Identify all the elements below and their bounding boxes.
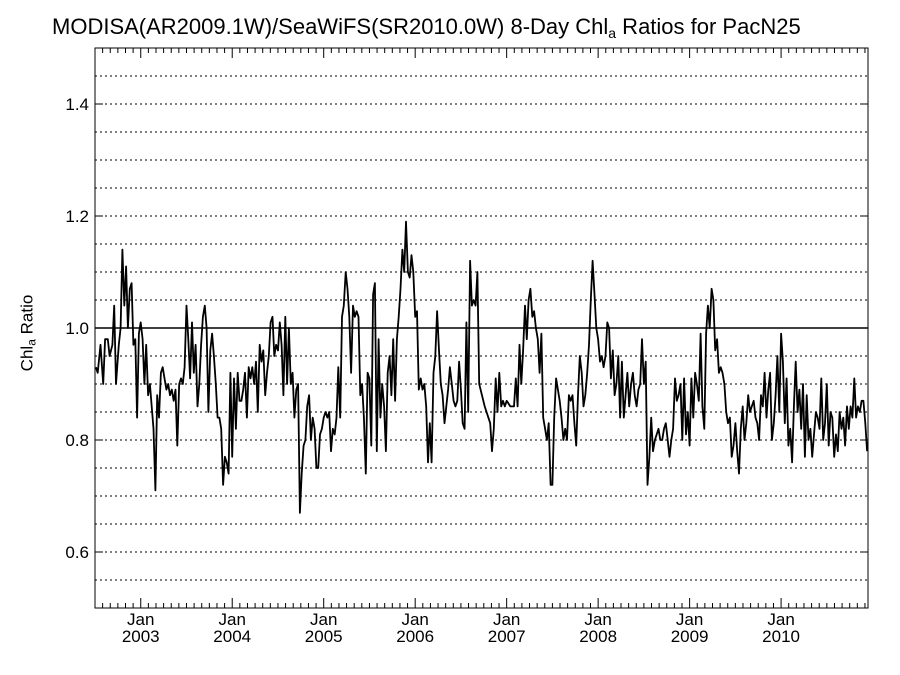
x-tick-label-month: Jan xyxy=(584,610,611,629)
x-tick-label-year: 2010 xyxy=(762,627,800,646)
x-tick-label-year: 2006 xyxy=(396,627,434,646)
x-tick-label-month: Jan xyxy=(767,610,794,629)
x-tick-label-month: Jan xyxy=(310,610,337,629)
y-tick-label: 1.2 xyxy=(65,207,89,226)
gridlines xyxy=(95,75,868,581)
y-tick-label: 0.8 xyxy=(65,431,89,450)
y-axis: 0.6 0.8 1.0 1.2 1.4 xyxy=(65,95,868,562)
x-axis: Jan2003Jan2004Jan2005Jan2006Jan2007Jan20… xyxy=(94,48,866,646)
y-tick-label: 1.4 xyxy=(65,95,89,114)
y-tick-label: 1.0 xyxy=(65,319,89,338)
x-tick-label-year: 2004 xyxy=(213,627,251,646)
series-line xyxy=(95,220,868,514)
y-tick-label: 0.6 xyxy=(65,543,89,562)
x-tick-label-month: Jan xyxy=(401,610,428,629)
x-tick-label-year: 2005 xyxy=(305,627,343,646)
x-tick-label-year: 2003 xyxy=(122,627,160,646)
x-tick-label-year: 2007 xyxy=(488,627,526,646)
x-tick-label-month: Jan xyxy=(493,610,520,629)
x-tick-label-year: 2009 xyxy=(671,627,709,646)
x-tick-label-year: 2008 xyxy=(579,627,617,646)
x-tick-label-month: Jan xyxy=(127,610,154,629)
x-tick-label-month: Jan xyxy=(219,610,246,629)
chart-title: MODISA(AR2009.1W)/SeaWiFS(SR2010.0W) 8-D… xyxy=(52,14,801,41)
x-tick-label-month: Jan xyxy=(676,610,703,629)
